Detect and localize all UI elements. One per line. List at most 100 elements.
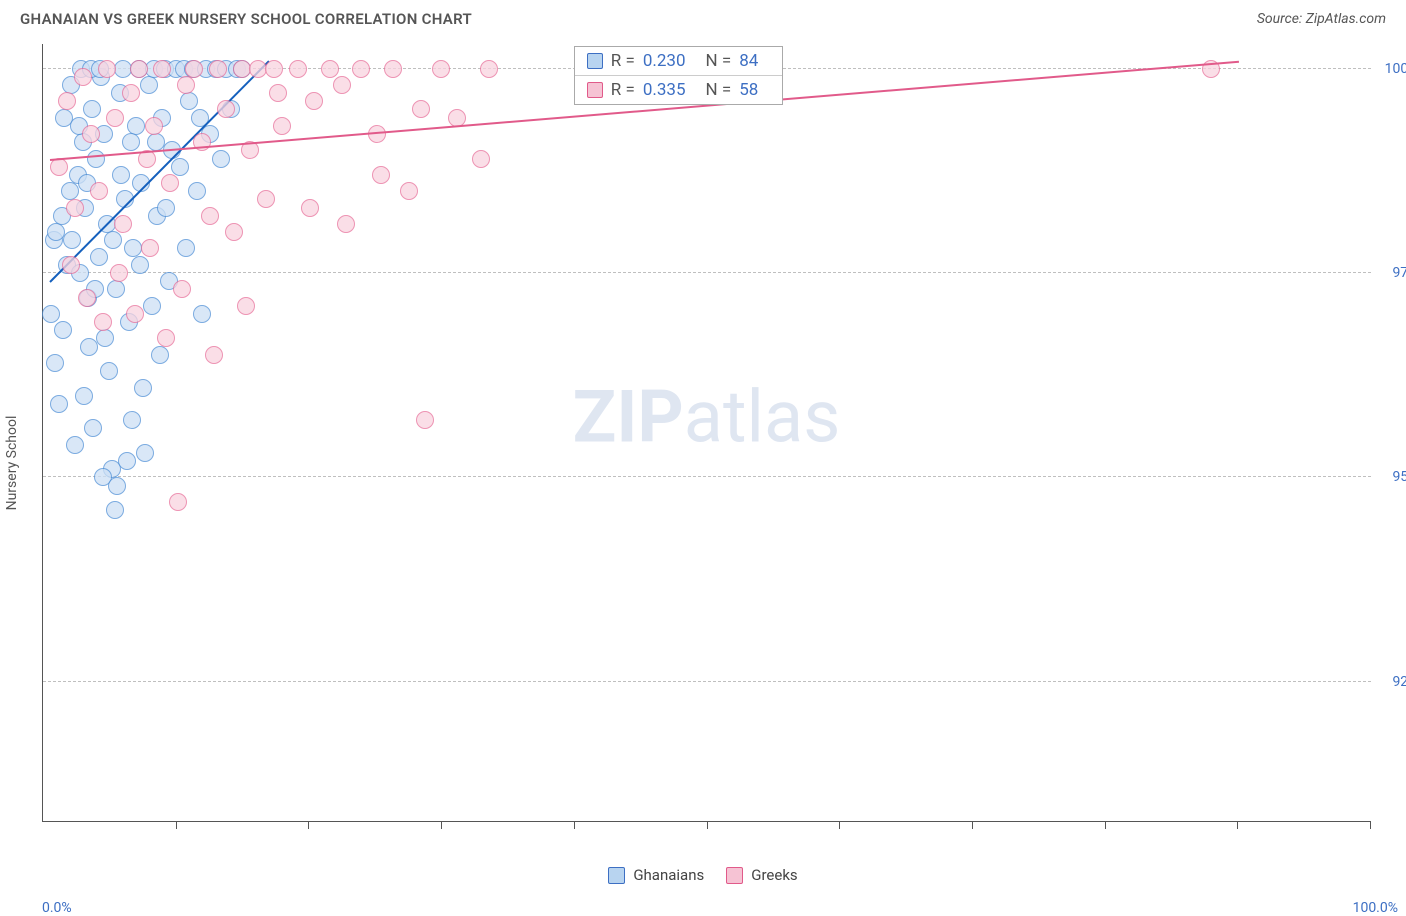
data-point (157, 199, 175, 217)
data-point (87, 150, 105, 168)
data-point (112, 166, 130, 184)
data-point (412, 100, 430, 118)
gridline (43, 476, 1371, 477)
data-point (400, 182, 418, 200)
data-point (107, 280, 125, 298)
header: GHANAIAN VS GREEK NURSERY SCHOOL CORRELA… (0, 0, 1406, 36)
stats-box: R = 0.230 N = 84 R = 0.335 N = 58 (574, 46, 784, 105)
x-tick (1237, 821, 1238, 829)
data-point (151, 346, 169, 364)
data-point (153, 60, 171, 78)
y-tick-label: 95.0% (1375, 469, 1406, 485)
n-value: 84 (739, 51, 758, 71)
data-point (74, 68, 92, 86)
gridline (43, 681, 1371, 682)
n-value: 58 (739, 80, 758, 100)
data-point (46, 354, 64, 372)
data-point (321, 60, 339, 78)
data-point (333, 76, 351, 94)
data-point (104, 231, 122, 249)
stats-row-greeks: R = 0.335 N = 58 (575, 75, 783, 104)
data-point (126, 305, 144, 323)
source-label: Source: ZipAtlas.com (1257, 11, 1386, 27)
data-point (217, 100, 235, 118)
data-point (384, 60, 402, 78)
data-point (122, 133, 140, 151)
data-point (131, 256, 149, 274)
data-point (143, 297, 161, 315)
data-point (75, 387, 93, 405)
data-point (169, 493, 187, 511)
data-point (130, 60, 148, 78)
data-point (100, 362, 118, 380)
data-point (84, 419, 102, 437)
legend-label: Greeks (751, 866, 797, 884)
x-tick (972, 821, 973, 829)
data-point (127, 117, 145, 135)
data-point (161, 174, 179, 192)
y-tick-label: 97.5% (1375, 265, 1406, 281)
data-point (96, 329, 114, 347)
x-max-label: 100.0% (1353, 900, 1398, 916)
data-point (177, 239, 195, 257)
data-point (62, 256, 80, 274)
data-point (337, 215, 355, 233)
data-point (289, 60, 307, 78)
data-point (94, 313, 112, 331)
legend-label: Ghanaians (633, 866, 704, 884)
data-point (122, 84, 140, 102)
bottom-legend: Ghanaians Greeks (0, 866, 1406, 884)
legend-item-ghanaians: Ghanaians (608, 866, 704, 884)
data-point (472, 150, 490, 168)
r-label: R = (611, 80, 635, 100)
chart-area: Nursery School ZIPatlas 92.5%95.0%97.5%1… (0, 36, 1406, 890)
gridline (43, 272, 1371, 273)
data-point (416, 411, 434, 429)
plot-area: ZIPatlas 92.5%95.0%97.5%100.0% R = 0.230… (42, 44, 1370, 822)
data-point (134, 379, 152, 397)
data-point (480, 60, 498, 78)
data-point (305, 92, 323, 110)
data-point (90, 248, 108, 266)
n-label: N = (706, 51, 732, 71)
data-point (98, 60, 116, 78)
data-point (265, 60, 283, 78)
swatch-icon (587, 82, 603, 98)
x-tick (176, 821, 177, 829)
data-point (66, 199, 84, 217)
data-point (225, 223, 243, 241)
x-tick (1370, 821, 1371, 829)
data-point (108, 477, 126, 495)
data-point (212, 150, 230, 168)
data-point (82, 125, 100, 143)
x-origin-label: 0.0% (42, 900, 72, 916)
stats-row-ghanaians: R = 0.230 N = 84 (575, 47, 783, 75)
data-point (193, 305, 211, 323)
swatch-icon (608, 867, 625, 884)
data-point (140, 76, 158, 94)
data-point (90, 182, 108, 200)
r-value: 0.335 (643, 80, 686, 100)
x-tick (1105, 821, 1106, 829)
data-point (141, 239, 159, 257)
data-point (58, 92, 76, 110)
data-point (209, 60, 227, 78)
data-point (372, 166, 390, 184)
data-point (136, 444, 154, 462)
swatch-icon (726, 867, 743, 884)
data-point (205, 346, 223, 364)
x-tick (574, 821, 575, 829)
data-point (147, 133, 165, 151)
data-point (269, 84, 287, 102)
data-point (257, 190, 275, 208)
data-point (61, 182, 79, 200)
watermark-bold: ZIP (573, 374, 684, 459)
data-point (237, 297, 255, 315)
legend-item-greeks: Greeks (726, 866, 797, 884)
y-axis-label: Nursery School (4, 416, 20, 511)
n-label: N = (706, 80, 732, 100)
data-point (54, 321, 72, 339)
data-point (42, 305, 60, 323)
data-point (177, 76, 195, 94)
data-point (106, 109, 124, 127)
